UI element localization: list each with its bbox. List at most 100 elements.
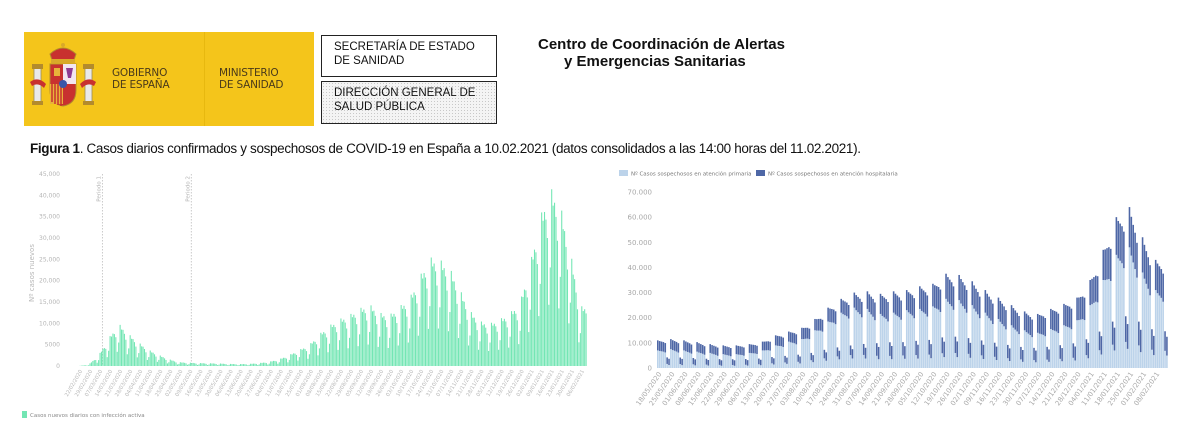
bar: [207, 365, 209, 366]
bar: [288, 359, 290, 366]
bar-primary-care: [803, 339, 805, 368]
bar-hospital-care: [978, 296, 981, 319]
bar-primary-care: [939, 311, 942, 368]
bar-hospital-care: [849, 345, 852, 356]
bar-hospital-care: [1143, 244, 1146, 279]
bar: [489, 342, 491, 366]
bar-primary-care: [679, 364, 682, 368]
bar: [512, 314, 514, 366]
bar-primary-care: [776, 345, 779, 368]
bar-primary-care: [1121, 263, 1123, 368]
bar: [546, 238, 548, 366]
bar: [337, 349, 339, 366]
bar-primary-care: [986, 315, 989, 368]
bar-hospital-care: [892, 291, 895, 313]
bar-primary-care: [1001, 324, 1003, 368]
bar-hospital-care: [967, 338, 970, 354]
bar-primary-care: [758, 364, 760, 368]
bar-hospital-care: [900, 300, 902, 320]
bar-hospital-care: [675, 341, 678, 352]
bar: [417, 335, 419, 366]
bar: [151, 352, 153, 366]
bar: [373, 310, 375, 366]
bar-hospital-care: [904, 346, 906, 359]
bar: [406, 316, 408, 366]
bar: [100, 351, 103, 366]
bar-primary-care: [788, 341, 790, 368]
bar-hospital-care: [1124, 316, 1127, 342]
bar: [307, 358, 309, 366]
bar-primary-care: [797, 361, 799, 368]
y-tick-label: 40.000: [628, 264, 653, 272]
bar-hospital-care: [731, 359, 734, 365]
bar-hospital-care: [728, 347, 730, 356]
bar-primary-care: [1051, 330, 1054, 368]
bar-hospital-care: [771, 357, 773, 364]
bar: [146, 359, 148, 366]
bar-hospital-care: [846, 302, 848, 317]
bar: [161, 356, 163, 366]
bar-hospital-care: [992, 303, 994, 325]
bar: [260, 362, 262, 366]
bar: [357, 346, 359, 366]
bar: [215, 364, 217, 366]
bar: [153, 354, 156, 366]
bar: [446, 290, 448, 366]
figure-caption: Figura 1. Casos diarios confirmados y so…: [30, 141, 861, 156]
bar: [199, 363, 201, 366]
bar-hospital-care: [1050, 308, 1052, 330]
bar-primary-care: [861, 317, 863, 368]
period-label: Periodo 2: [185, 176, 191, 202]
bar-hospital-care: [1091, 278, 1093, 305]
bar: [576, 309, 579, 366]
bar: [369, 331, 371, 366]
bar-hospital-care: [658, 341, 661, 351]
bar-primary-care: [922, 312, 925, 368]
bar-primary-care: [980, 355, 983, 368]
bar-hospital-care: [896, 295, 899, 316]
bar-primary-care: [1040, 334, 1043, 368]
bar: [479, 341, 481, 366]
bar-hospital-care: [1048, 349, 1050, 362]
bar: [559, 276, 561, 366]
bar: [108, 350, 110, 366]
bar: [467, 345, 470, 366]
bar-hospital-care: [1164, 331, 1166, 351]
bar-hospital-care: [939, 289, 942, 312]
bar-primary-care: [1149, 295, 1151, 368]
bar: [518, 344, 520, 366]
bar-primary-care: [1022, 361, 1024, 368]
bar: [326, 337, 328, 366]
bar-primary-care: [935, 308, 938, 368]
bar: [402, 308, 404, 366]
bar-hospital-care: [1081, 296, 1084, 320]
bar: [376, 324, 378, 366]
bar: [485, 327, 487, 366]
bar-primary-care: [1153, 355, 1155, 368]
bar-hospital-care: [1070, 308, 1073, 330]
bar-primary-care: [889, 355, 891, 368]
bar-hospital-care: [1020, 346, 1022, 360]
bar-primary-care: [713, 354, 715, 368]
bar-hospital-care: [1136, 242, 1138, 278]
bar-primary-care: [1109, 280, 1112, 368]
bar: [334, 327, 336, 366]
bar-hospital-care: [905, 290, 908, 311]
coat-of-arms-icon: [24, 32, 102, 126]
bar-primary-care: [774, 345, 777, 368]
legend-swatch-primary: [619, 170, 628, 176]
bar: [571, 258, 573, 366]
bar-primary-care: [1134, 269, 1136, 368]
bar-hospital-care: [1080, 296, 1082, 320]
bar-primary-care: [907, 312, 910, 368]
bar-primary-care: [1023, 330, 1026, 368]
bar-hospital-care: [763, 341, 766, 351]
bar: [521, 296, 523, 366]
bar: [96, 362, 98, 366]
bar-hospital-care: [1149, 265, 1151, 296]
bar-hospital-care: [758, 358, 760, 365]
bar-primary-care: [868, 311, 871, 368]
bar-primary-care: [872, 316, 874, 368]
bar: [83, 365, 85, 366]
bar: [166, 363, 168, 366]
